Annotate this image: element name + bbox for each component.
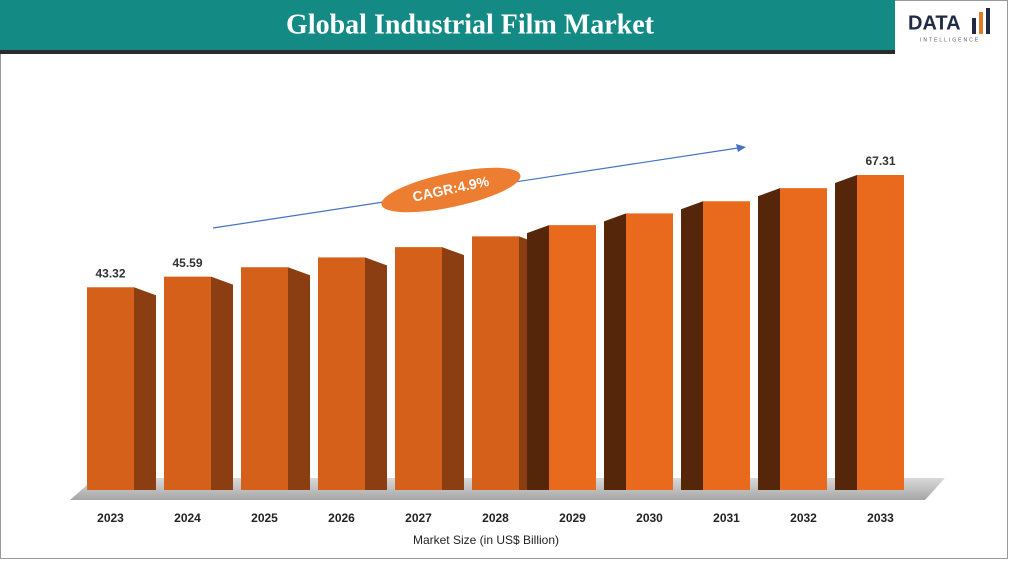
x-tick-label: 2033 [867,511,894,525]
logo: DATA INTELLIGENCE [908,8,990,43]
logo-bar [986,8,990,34]
bar [87,287,134,490]
x-tick-label: 2025 [251,511,278,525]
chart-title: Global Industrial Film Market [286,9,655,40]
bar-side [442,247,464,490]
bar [549,225,596,490]
bar-side [365,257,387,490]
bar-side [288,267,310,490]
x-tick-label: 2029 [559,511,586,525]
logo-bar [972,18,976,34]
bar [857,175,904,490]
header-band [0,0,895,50]
bar-side [681,201,703,490]
logo-tagline: INTELLIGENCE [920,37,980,43]
x-tick-label: 2024 [174,511,201,525]
x-tick-label: 2030 [636,511,663,525]
bar-side [527,225,549,490]
logo-name: DATA [908,12,961,34]
bar-side [604,213,626,490]
cagr-badge [381,167,521,213]
bar-side [835,175,857,490]
data-label: 67.31 [865,154,895,168]
x-tick-label: 2027 [405,511,432,525]
bar [318,257,365,490]
bar-side [134,287,156,490]
bar [164,276,211,490]
bar [780,188,827,491]
data-label: 43.32 [95,266,125,280]
bar [626,213,673,490]
bar [472,236,519,490]
bar [395,247,442,490]
data-label: 45.59 [172,256,202,270]
header-rule [0,50,895,54]
bar [241,267,288,490]
bar-side [211,276,233,490]
arrow-head [736,144,746,152]
x-tick-label: 2032 [790,511,817,525]
logo-bar [979,12,983,34]
x-tick-label: 2031 [713,511,740,525]
x-tick-label: 2026 [328,511,355,525]
x-tick-label: 2023 [97,511,124,525]
x-axis-title: Market Size (in US$ Billion) [413,533,559,547]
x-tick-label: 2028 [482,511,509,525]
bar-side [758,188,780,491]
bar [703,201,750,490]
